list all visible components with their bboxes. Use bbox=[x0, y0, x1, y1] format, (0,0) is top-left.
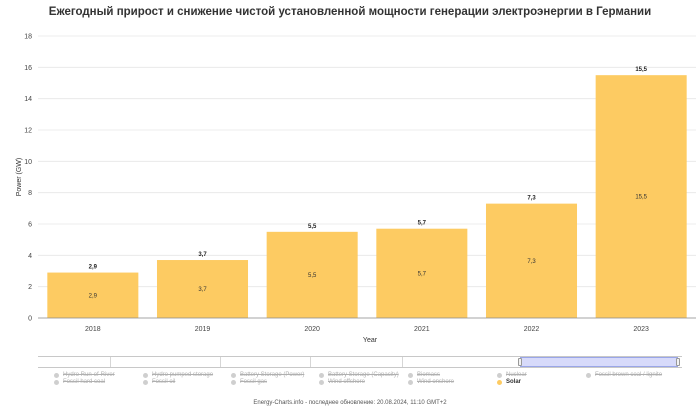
bar-value-label: 2,9 bbox=[89, 265, 98, 271]
y-tick-label: 4 bbox=[28, 253, 32, 260]
bar-solar-2021[interactable] bbox=[376, 228, 468, 318]
y-tick-label: 16 bbox=[24, 65, 32, 72]
bar-solar-2018[interactable] bbox=[47, 272, 139, 318]
legend-item-nuclear[interactable]: Nuclear bbox=[497, 372, 527, 378]
y-tick-label: 18 bbox=[24, 34, 32, 41]
legend-dot-icon bbox=[143, 372, 148, 378]
bar-inner-value-label: 15,5 bbox=[635, 195, 647, 201]
y-tick-label: 10 bbox=[24, 159, 32, 166]
bar-inner-value-label: 7,3 bbox=[527, 259, 536, 265]
legend-dot-icon bbox=[497, 372, 502, 378]
chart-title: Ежегодный прирост и снижение чистой уста… bbox=[48, 6, 652, 18]
gridlines bbox=[38, 35, 696, 288]
x-tick-label: 2023 bbox=[633, 326, 649, 333]
y-tick-label: 14 bbox=[24, 96, 32, 103]
navigator-separator bbox=[110, 357, 111, 367]
legend-dot-icon bbox=[319, 372, 324, 378]
footer-source: Energy-Charts.info - последнее обновлени… bbox=[253, 400, 447, 406]
x-tick-label: 2022 bbox=[524, 326, 540, 333]
navigator-separator bbox=[310, 357, 311, 367]
bar-solar-2022[interactable] bbox=[485, 203, 578, 318]
legend-dot-icon bbox=[408, 372, 413, 378]
x-tick-label: 2020 bbox=[304, 326, 320, 333]
navigator-right-handle[interactable] bbox=[676, 358, 680, 366]
navigator-separator bbox=[220, 357, 221, 367]
y-tick-label: 0 bbox=[28, 316, 32, 323]
bar-inner-value-label: 5,5 bbox=[308, 273, 317, 279]
legend-item-fossil-oil[interactable]: Fossil oil bbox=[143, 379, 175, 385]
legend-item-hydro-run-of-river[interactable]: Hydro Run-of-River bbox=[54, 372, 115, 378]
x-tick-label: 2019 bbox=[195, 326, 211, 333]
x-tick-label: 2018 bbox=[85, 326, 101, 333]
legend-dot-icon bbox=[497, 379, 502, 385]
legend-item-solar[interactable]: Solar bbox=[497, 379, 521, 385]
x-axis-label: Year bbox=[363, 337, 378, 344]
bar-chart: 0 2 4 6 8 10 12 14 16 18 2,9 2,9 3,7 3,7 5,5 5,5 5,7 5,7… bbox=[16, 34, 696, 344]
legend-item-fossil-brown-coal-lignite[interactable]: Fossil brown coal / lignite bbox=[586, 372, 662, 378]
y-axis-label: Power (GW) bbox=[16, 158, 23, 197]
y-tick-label: 12 bbox=[24, 128, 32, 135]
legend-item-hydro-pumped-storage[interactable]: Hydro pumped storage bbox=[143, 372, 213, 378]
bar-solar-2020[interactable] bbox=[266, 231, 358, 318]
bar-solar-2023[interactable] bbox=[595, 75, 687, 319]
navigator-separator bbox=[402, 357, 403, 367]
bars bbox=[47, 75, 687, 319]
y-tick-label: 2 bbox=[28, 284, 32, 291]
y-tick-label: 8 bbox=[28, 190, 32, 197]
bar-inner-value-label: 5,7 bbox=[418, 271, 427, 277]
legend-dot-icon bbox=[408, 379, 413, 385]
bar-labels: 2,9 2,9 3,7 3,7 5,5 5,5 5,7 5,7 7,3 7,3 15,5 15,5 bbox=[89, 67, 648, 299]
bar-value-label: 15,5 bbox=[635, 67, 647, 73]
legend-item-battery-storage-power[interactable]: Battery Storage (Power) bbox=[231, 372, 304, 378]
y-tick-label: 6 bbox=[28, 222, 32, 229]
legend-dot-icon bbox=[54, 379, 59, 385]
legend-item-wind-onshore[interactable]: Wind onshore bbox=[408, 379, 454, 385]
legend-dot-icon bbox=[319, 379, 324, 385]
bar-value-label: 7,3 bbox=[527, 196, 536, 202]
legend-dot-icon bbox=[231, 379, 236, 385]
x-axis-ticks: 2018 2019 2020 2021 2022 2023 bbox=[85, 326, 649, 333]
legend-dot-icon bbox=[143, 379, 148, 385]
legend-dot-icon bbox=[231, 372, 236, 378]
bar-value-label: 3,7 bbox=[198, 252, 207, 258]
legend-item-wind-offshore[interactable]: Wind offshore bbox=[319, 379, 365, 385]
navigator-selected-range[interactable] bbox=[520, 357, 678, 367]
legend-dot-icon bbox=[54, 372, 59, 378]
legend-item-battery-storage-capacity[interactable]: Battery Storage (Capacity) bbox=[319, 372, 399, 378]
x-tick-label: 2021 bbox=[414, 326, 430, 333]
y-axis-ticks: 0 2 4 6 8 10 12 14 16 18 bbox=[24, 34, 32, 323]
bar-solar-2019[interactable] bbox=[156, 260, 249, 318]
range-navigator[interactable] bbox=[38, 356, 682, 368]
legend-item-fossil-hard-coal[interactable]: Fossil hard coal bbox=[54, 379, 105, 385]
legend-dot-icon bbox=[586, 372, 591, 378]
bar-inner-value-label: 2,9 bbox=[89, 293, 98, 299]
bar-inner-value-label: 3,7 bbox=[198, 287, 207, 293]
legend-item-fossil-gas[interactable]: Fossil gas bbox=[231, 379, 267, 385]
legend-item-biomass[interactable]: Biomass bbox=[408, 372, 440, 378]
bar-value-label: 5,7 bbox=[418, 221, 427, 227]
navigator-left-handle[interactable] bbox=[518, 358, 522, 366]
bar-value-label: 5,5 bbox=[308, 224, 317, 230]
chart-legend: Hydro Run-of-River Fossil hard coal Hydr… bbox=[0, 372, 700, 390]
